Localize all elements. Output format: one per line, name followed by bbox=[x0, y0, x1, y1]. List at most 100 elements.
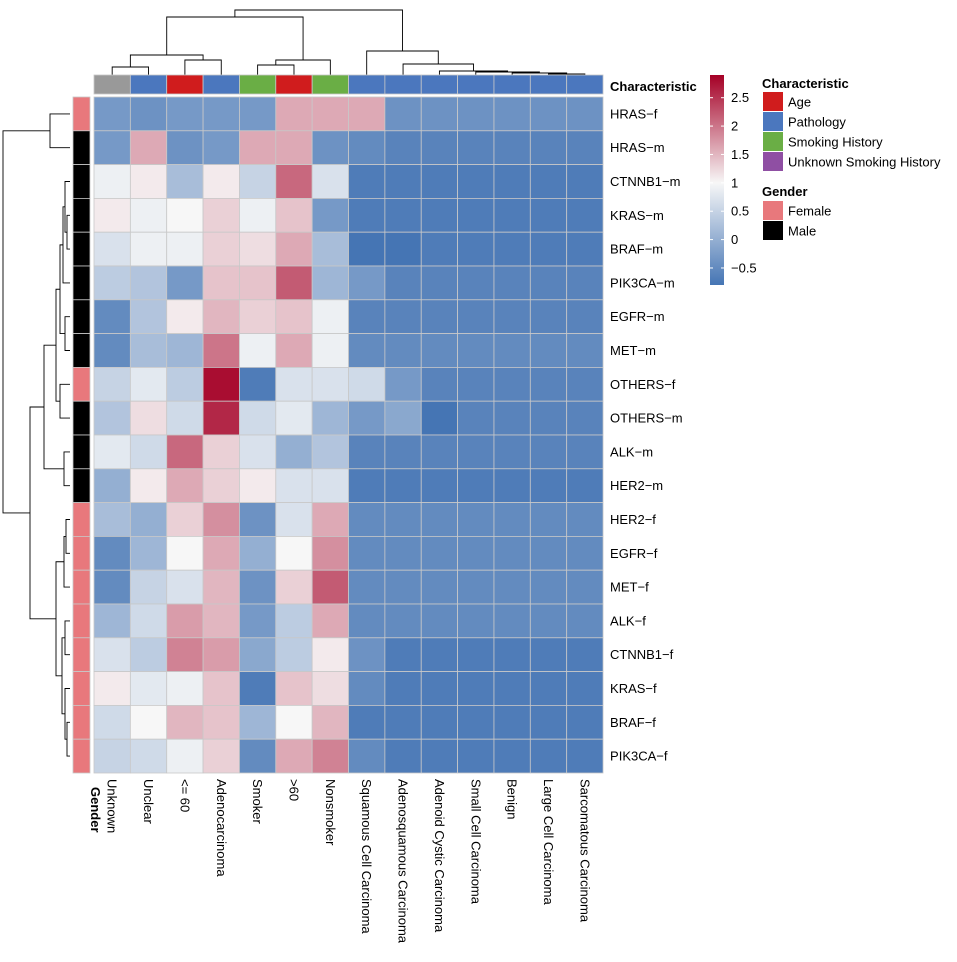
heatmap-cell bbox=[129, 333, 168, 368]
dendrogram-branch bbox=[234, 9, 403, 51]
row-label-kras-m: KRAS−m bbox=[610, 208, 664, 223]
column-dendrogram bbox=[111, 9, 586, 75]
characteristic-annotation-cell bbox=[529, 74, 568, 95]
heatmap-cell bbox=[275, 671, 313, 706]
row-label-her2-m: HER2−m bbox=[610, 478, 663, 493]
row-label-hras-f: HRAS−f bbox=[610, 106, 658, 121]
heatmap-cell bbox=[384, 569, 422, 605]
heatmap-cell bbox=[420, 738, 458, 774]
column-labels: Unknown Unclear <= 60 Adenocarcinoma Smoker >… bbox=[105, 779, 593, 944]
dendrogram-branch bbox=[65, 519, 70, 554]
characteristic-annotation-cell bbox=[566, 74, 604, 95]
heatmap-cell bbox=[166, 130, 204, 166]
column-label-sarcomatous-carcinoma: Sarcomatous Carcinoma bbox=[577, 779, 592, 923]
heatmap-cell bbox=[384, 265, 422, 301]
heatmap-cell bbox=[566, 366, 604, 402]
heatmap-cell bbox=[384, 400, 422, 436]
heatmap-cell bbox=[566, 705, 604, 740]
heatmap-cell bbox=[384, 705, 422, 740]
heatmap-cell bbox=[275, 197, 313, 233]
color-scale-tick-label: 0.5 bbox=[731, 204, 749, 219]
heatmap-cell bbox=[239, 96, 277, 132]
row-label-alk-m: ALK−m bbox=[610, 444, 653, 459]
heatmap-cell bbox=[420, 164, 458, 199]
heatmap-cell bbox=[420, 265, 458, 301]
row-dendrogram bbox=[2, 113, 70, 757]
heatmap-cell bbox=[93, 705, 131, 740]
legend-label-female: Female bbox=[788, 204, 831, 219]
characteristic-annotation-cell bbox=[275, 74, 313, 95]
dendrogram-branch bbox=[111, 66, 149, 75]
column-label-benign: Benign bbox=[505, 779, 520, 819]
heatmap-cell bbox=[202, 637, 240, 672]
heatmap-cell bbox=[129, 434, 168, 470]
heatmap-cell bbox=[166, 671, 204, 706]
heatmap-cell bbox=[420, 468, 458, 503]
dendrogram-branch bbox=[62, 206, 70, 284]
heatmap-cell bbox=[239, 400, 277, 436]
heatmap-cell bbox=[311, 603, 349, 639]
heatmap-cell bbox=[493, 671, 531, 706]
heatmap-cell bbox=[529, 164, 568, 199]
heatmap-cell bbox=[93, 738, 131, 774]
heatmap-cell bbox=[529, 569, 568, 605]
heatmap-cell bbox=[275, 299, 313, 334]
heatmap-cell bbox=[529, 197, 568, 233]
heatmap-cell bbox=[166, 637, 204, 672]
heatmap-cell bbox=[239, 502, 277, 537]
gender-annotation-cell bbox=[72, 569, 91, 605]
heatmap-cell bbox=[384, 603, 422, 639]
heatmap-cell bbox=[384, 299, 422, 334]
heatmap-cell bbox=[566, 96, 604, 132]
heatmap-cell bbox=[93, 299, 131, 334]
heatmap-cell bbox=[93, 265, 131, 301]
dendrogram-branch bbox=[184, 59, 222, 75]
heatmap-cell bbox=[129, 468, 168, 503]
heatmap-cell bbox=[93, 536, 131, 571]
heatmap-cell bbox=[457, 603, 495, 639]
legend-label-smoking-history: Smoking History bbox=[788, 135, 883, 150]
gender-legend-items: Female Male bbox=[763, 201, 831, 240]
heatmap-cell bbox=[457, 130, 495, 166]
heatmap-cell bbox=[166, 569, 204, 605]
column-label-unclear: Unclear bbox=[141, 779, 156, 824]
heatmap-cell bbox=[166, 164, 204, 199]
dendrogram-branch bbox=[63, 535, 70, 588]
characteristic-annotation-cell bbox=[493, 74, 531, 95]
heatmap-cell bbox=[129, 299, 168, 334]
heatmap-cell bbox=[493, 164, 531, 199]
heatmap-cell bbox=[493, 603, 531, 639]
heatmap-cell bbox=[348, 603, 386, 639]
heatmap-cell bbox=[457, 366, 495, 402]
heatmap-cell bbox=[493, 96, 531, 132]
heatmap-cell bbox=[311, 299, 349, 334]
heatmap-cell bbox=[384, 536, 422, 571]
heatmap-cell bbox=[384, 333, 422, 368]
heatmap-cell bbox=[202, 603, 240, 639]
heatmap-cell bbox=[566, 231, 604, 267]
dendrogram-branch bbox=[49, 113, 70, 149]
color-scale-ticks: 2.5 2 1.5 1 0.5 0 −0.5 bbox=[710, 90, 757, 275]
heatmap-cell bbox=[166, 468, 204, 503]
heatmap-cell bbox=[93, 569, 131, 605]
heatmap-cell bbox=[166, 231, 204, 267]
row-label-pik3ca-m: PIK3CA−m bbox=[610, 275, 675, 290]
heatmap-cell bbox=[129, 705, 168, 740]
column-label-60: >60 bbox=[286, 779, 301, 801]
characteristic-annotation-cell bbox=[93, 74, 131, 95]
heatmap-cell bbox=[420, 637, 458, 672]
dendrogram-branch bbox=[55, 561, 64, 677]
heatmap-cell bbox=[493, 502, 531, 537]
column-label-smoker: Smoker bbox=[250, 779, 265, 824]
heatmap-cell bbox=[93, 671, 131, 706]
dendrogram-branch bbox=[275, 59, 331, 75]
gender-annotation-cell bbox=[72, 536, 91, 571]
heatmap-cell bbox=[166, 434, 204, 470]
heatmap-cell bbox=[202, 738, 240, 774]
heatmap-cell bbox=[239, 130, 277, 166]
heatmap-cell bbox=[493, 738, 531, 774]
heatmap-cell bbox=[420, 400, 458, 436]
heatmap-cell bbox=[275, 738, 313, 774]
heatmap-cell bbox=[275, 468, 313, 503]
gender-annotation-cell bbox=[72, 265, 91, 301]
